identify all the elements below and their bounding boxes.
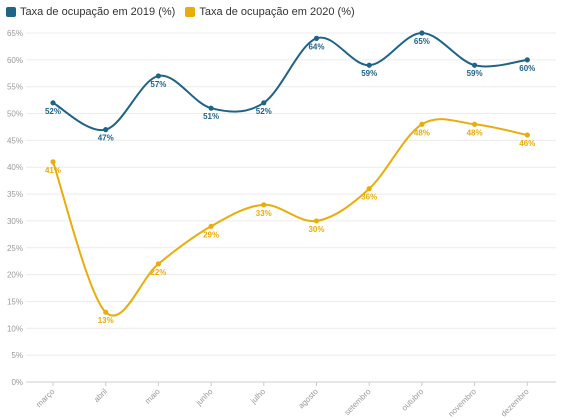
x-tick-label-dezembro: dezembro [499, 387, 531, 419]
x-tick-label-outubro: outubro [400, 387, 426, 413]
data-label-2020-novembro: 48% [467, 128, 483, 137]
y-tick-label-5: 5% [11, 351, 23, 360]
y-tick-label-50: 50% [7, 110, 23, 119]
data-label-2019-junho: 51% [203, 112, 219, 121]
data-point-2019-agosto[interactable] [313, 35, 320, 41]
data-label-2020-agosto: 30% [308, 225, 324, 234]
data-point-2020-junho[interactable] [208, 223, 214, 229]
data-label-2019-março: 52% [45, 107, 61, 116]
data-point-2020-outubro[interactable] [419, 121, 425, 127]
y-tick-label-0: 0% [11, 378, 23, 387]
legend-label-2019: Taxa de ocupação em 2019 (%) [20, 6, 176, 18]
data-label-2019-maio: 57% [150, 80, 166, 89]
data-label-2020-julho: 33% [256, 209, 272, 218]
y-tick-label-65: 65% [7, 29, 23, 38]
y-tick-label-55: 55% [7, 83, 23, 92]
data-label-2020-dezembro: 46% [519, 139, 535, 148]
data-label-2019-abril: 47% [98, 134, 114, 143]
y-tick-label-35: 35% [7, 190, 23, 199]
data-point-2019-março[interactable] [50, 100, 56, 106]
y-tick-label-20: 20% [7, 271, 23, 280]
data-point-2019-novembro[interactable] [472, 62, 478, 68]
legend-item-2020[interactable]: Taxa de ocupação em 2020 (%) [185, 6, 355, 18]
x-axis: março abril maio junho julho agosto setembro ou… [34, 382, 531, 419]
data-point-2019-dezembro[interactable] [524, 57, 530, 63]
data-point-2020-maio[interactable] [155, 261, 161, 267]
y-axis: 0% 5% 10% 15% 20% 25% 30% 35% 40% 45% 50% 55% 60% 65% [7, 29, 23, 387]
data-point-2020-dezembro[interactable] [524, 132, 530, 138]
y-tick-label-15: 15% [7, 297, 23, 306]
chart-legend: Taxa de ocupação em 2019 (%) Taxa de ocu… [6, 6, 355, 18]
legend-swatch-2020 [185, 7, 196, 17]
data-point-2020-setembro[interactable] [366, 186, 372, 192]
data-label-2020-outubro: 48% [414, 128, 430, 137]
data-label-2020-março: 41% [45, 166, 61, 175]
data-label-2019-julho: 52% [256, 107, 272, 116]
data-point-2019-maio[interactable] [155, 73, 161, 79]
data-point-2019-junho[interactable] [208, 105, 214, 111]
legend-swatch-2019 [6, 7, 16, 17]
data-point-2020-agosto[interactable] [313, 218, 320, 224]
chart-grid [26, 32, 556, 383]
data-point-2019-julho[interactable] [261, 100, 267, 106]
x-tick-label-julho: julho [248, 387, 267, 406]
series-line-2019 [52, 31, 528, 132]
data-point-2020-julho[interactable] [261, 202, 267, 208]
x-tick-label-março: março [34, 387, 56, 409]
data-point-2020-novembro[interactable] [472, 121, 478, 127]
x-tick-label-setembro: setembro [343, 387, 373, 417]
y-tick-label-25: 25% [7, 244, 23, 253]
data-point-2020-março[interactable] [50, 159, 56, 165]
data-label-2019-novembro: 59% [467, 69, 483, 78]
data-label-2020-junho: 29% [203, 230, 219, 239]
series-line-2020 [52, 118, 528, 317]
data-label-2019-agosto: 64% [308, 42, 324, 51]
series-2020: 41% 13% 22% 29% 33% 30% 36% 48% 48% 46% [45, 118, 535, 325]
y-tick-label-60: 60% [7, 56, 23, 65]
legend-item-2019[interactable]: Taxa de ocupação em 2019 (%) [6, 6, 175, 18]
y-tick-label-30: 30% [7, 217, 23, 226]
x-tick-label-maio: maio [143, 387, 162, 406]
data-label-2019-dezembro: 60% [519, 64, 535, 73]
data-point-2020-abril[interactable] [103, 309, 109, 315]
data-point-2019-abril[interactable] [103, 127, 109, 133]
x-tick-label-abril: abril [92, 387, 109, 404]
y-tick-label-40: 40% [7, 163, 23, 172]
x-tick-label-novembro: novembro [446, 387, 478, 419]
data-label-2019-setembro: 59% [361, 69, 377, 78]
x-tick-label-junho: junho [194, 387, 215, 408]
series-2019: 52% 47% 57% 51% 52% 64% 59% 65% 59% 60% [45, 30, 535, 143]
data-label-2020-maio: 22% [150, 268, 166, 277]
y-tick-label-10: 10% [7, 324, 23, 333]
x-tick-label-agosto: agosto [297, 387, 321, 411]
data-label-2020-abril: 13% [98, 316, 114, 325]
chart-series: 52% 47% 57% 51% 52% 64% 59% 65% 59% 60% 41% 13% 22% 2… [45, 30, 535, 325]
data-label-2020-setembro: 36% [361, 193, 377, 202]
data-point-2019-setembro[interactable] [366, 62, 372, 68]
data-label-2019-outubro: 65% [414, 37, 430, 46]
y-tick-label-45: 45% [7, 136, 23, 145]
data-point-2019-outubro[interactable] [419, 30, 425, 36]
legend-label-2020: Taxa de ocupação em 2020 (%) [199, 6, 355, 18]
